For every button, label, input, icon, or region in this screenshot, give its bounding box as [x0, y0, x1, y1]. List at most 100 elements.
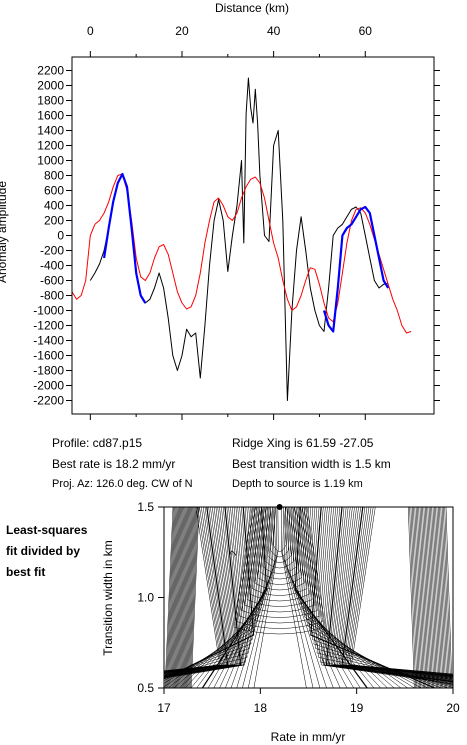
least-squares-note-line: fit divided by — [6, 544, 81, 558]
contour-line — [241, 507, 318, 618]
top-y-axis-title: Anomaly amplitude — [0, 181, 9, 283]
contour-line — [164, 507, 174, 688]
contour-line — [434, 507, 441, 688]
contour-line — [437, 507, 445, 688]
contour-line — [236, 507, 323, 629]
best-transition-width-label: Best transition width is 1.5 km — [232, 457, 391, 471]
top-tick-group: 0 20 40 60-2200-2000-1800-1600-1400-1200-10… — [33, 24, 440, 420]
contour-line — [164, 507, 453, 676]
contour-line — [176, 507, 185, 688]
top-y-tick-label: -200 — [40, 244, 64, 258]
contour-line — [246, 507, 313, 607]
contour-line — [187, 507, 196, 688]
contour-line — [233, 507, 326, 635]
top-y-tick-label: 1000 — [37, 154, 64, 168]
top-x-tick-label: 0 — [87, 24, 94, 38]
top-y-tick-label: 1800 — [37, 94, 64, 108]
contour-line — [422, 507, 429, 688]
contour-line — [169, 507, 178, 688]
top-y-tick-label: 2200 — [37, 64, 64, 78]
contour-line — [164, 507, 453, 676]
projection-azimuth-label: Proj. Az: 126.0 deg. CW of N — [52, 478, 193, 490]
contour-line — [230, 507, 334, 688]
contour-line — [270, 507, 290, 558]
top-y-tick-label: 200 — [44, 214, 64, 228]
contour-line — [431, 507, 438, 688]
contour-line — [164, 507, 453, 681]
top-y-tick-label: -1400 — [33, 334, 64, 348]
contour-line — [164, 507, 453, 678]
top-chart: Distance (km) 0 20 40 60-2200-2000-1800-160… — [0, 1, 440, 420]
contour-line — [426, 507, 433, 688]
contour-line — [419, 507, 427, 688]
contour-line — [183, 507, 193, 688]
contour-line — [257, 507, 303, 585]
contour-line — [254, 507, 305, 591]
ridge-crossing-label: Ridge Xing is 61.59 -27.05 — [232, 436, 374, 450]
depth-to-source-label: Depth to source is 1.19 km — [232, 478, 363, 490]
contour-line — [436, 507, 444, 688]
contour-line — [262, 507, 297, 574]
top-series-line — [89, 77, 389, 401]
contour-line — [179, 507, 188, 688]
contour-line — [166, 507, 176, 688]
contour-label-2: 2 — [228, 550, 239, 557]
contour-line — [164, 507, 453, 680]
contour-group — [164, 507, 453, 688]
contour-line — [423, 507, 431, 688]
contour-line — [164, 507, 453, 677]
top-series-line — [71, 173, 412, 334]
contour-line — [411, 507, 419, 688]
bottom-y-tick-label: 0.5 — [137, 681, 154, 695]
contour-line — [188, 507, 197, 688]
contour-line — [272, 507, 287, 552]
contour-line — [177, 507, 186, 688]
contour-line — [424, 507, 432, 688]
top-y-tick-label: 1200 — [37, 139, 64, 153]
contour-line — [445, 507, 453, 688]
top-plot-frame — [71, 56, 435, 415]
top-y-tick-label: 400 — [44, 199, 64, 213]
contour-line — [172, 507, 182, 688]
least-squares-note: Least-squares fit divided by best fit — [6, 520, 87, 583]
top-series-line — [103, 172, 147, 304]
top-y-tick-label: -1000 — [33, 304, 64, 318]
contour-line — [180, 507, 190, 688]
contour-line — [189, 507, 198, 688]
contour-line — [174, 507, 184, 688]
contour-line — [408, 507, 415, 688]
top-y-tick-label: -800 — [40, 289, 64, 303]
contour-line — [178, 507, 187, 688]
contour-line — [189, 507, 199, 688]
contour-line — [175, 507, 185, 688]
contour-line — [186, 507, 195, 688]
top-series-line — [322, 205, 390, 333]
contour-line — [410, 507, 418, 688]
contour-line — [418, 507, 425, 688]
bottom-tick-group: 17 18 19 20 0.5 1.0 1.5 — [137, 500, 460, 715]
bottom-chart: 17 18 19 20 0.5 1.0 1.5 2 Rate in mm/yr Transi… — [101, 500, 460, 744]
bottom-y-tick-label: 1.0 — [137, 591, 154, 605]
contour-line — [179, 507, 395, 688]
bottom-x-tick-label: 18 — [254, 701, 268, 715]
top-x-axis-title: Distance (km) — [215, 1, 289, 15]
contour-line — [180, 507, 189, 688]
contour-line — [264, 507, 295, 569]
contour-line — [164, 507, 453, 682]
contour-line — [164, 507, 453, 677]
contour-line — [164, 507, 422, 688]
top-y-tick-label: -600 — [40, 274, 64, 288]
top-y-tick-label: -2200 — [33, 394, 64, 408]
contour-line — [164, 507, 453, 680]
contour-line — [249, 507, 310, 602]
contour-line — [439, 507, 446, 688]
contour-line — [181, 507, 191, 688]
top-y-tick-label: 2000 — [37, 79, 64, 93]
contour-line — [435, 507, 442, 688]
contour-line — [421, 507, 428, 688]
contour-line — [413, 507, 420, 688]
contour-line — [170, 507, 179, 688]
bottom-x-tick-label: 19 — [350, 701, 364, 715]
top-y-tick-label: 600 — [44, 184, 64, 198]
